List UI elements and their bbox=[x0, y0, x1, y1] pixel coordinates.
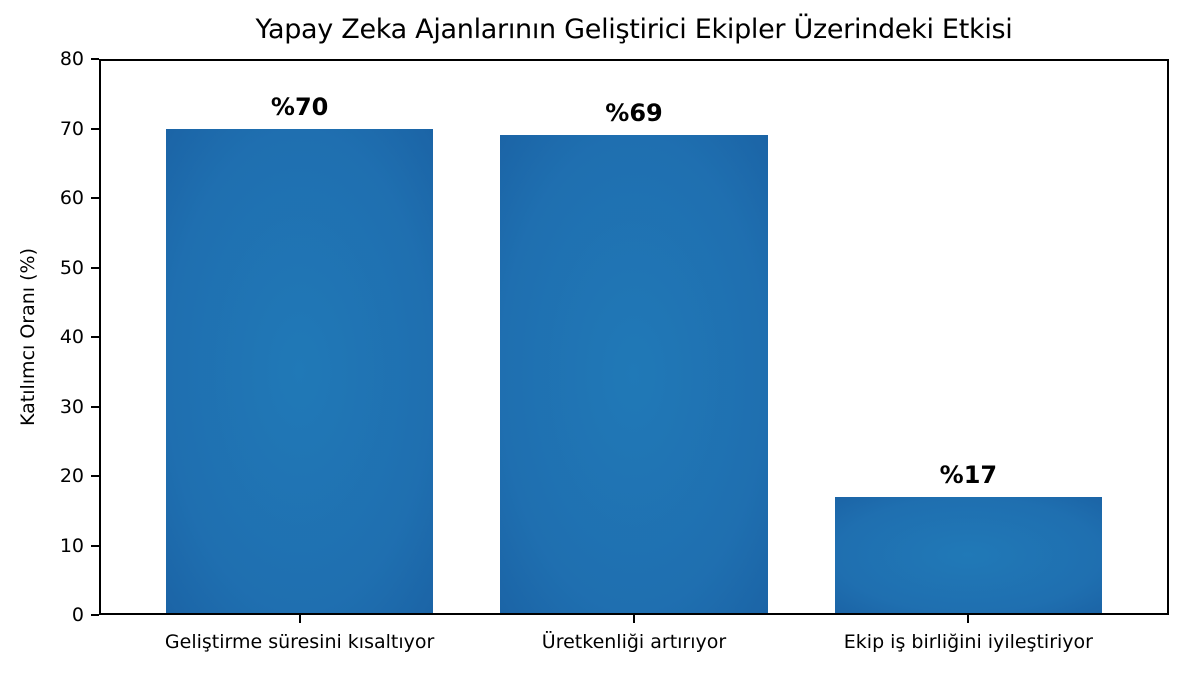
y-tick-label: 40 bbox=[59, 326, 84, 348]
y-tick-label: 60 bbox=[59, 187, 84, 209]
y-tick-mark bbox=[91, 127, 99, 130]
y-tick-mark bbox=[91, 614, 99, 616]
y-tick-mark bbox=[91, 58, 99, 60]
y-tick-label: 10 bbox=[59, 534, 84, 557]
x-tick-label: Üretkenliği artırıyor bbox=[541, 631, 727, 653]
chart-title: Yapay Zeka Ajanlarının Geliştirici Ekipl… bbox=[255, 14, 1013, 45]
bar bbox=[500, 135, 768, 613]
plot-area bbox=[99, 59, 1169, 615]
x-tick-mark bbox=[633, 615, 635, 623]
bar-value-label: %70 bbox=[270, 92, 329, 121]
y-tick-label: 70 bbox=[59, 117, 84, 140]
x-tick-label: Geliştirme süresini kısaltıyor bbox=[164, 631, 435, 653]
y-axis-label: Katılımcı Oranı (%) bbox=[17, 248, 39, 426]
y-tick-mark bbox=[91, 336, 99, 338]
bar bbox=[165, 128, 434, 613]
y-tick-label: 30 bbox=[59, 395, 84, 418]
x-tick-mark bbox=[298, 615, 301, 623]
x-tick-label: Ekip iş birliğini iyileştiriyor bbox=[843, 631, 1093, 653]
y-tick-label: 0 bbox=[71, 604, 84, 626]
y-tick-mark bbox=[91, 544, 99, 547]
y-tick-mark bbox=[91, 266, 99, 269]
bar-value-label: %17 bbox=[939, 460, 998, 489]
y-tick-label: 80 bbox=[59, 48, 84, 70]
bar bbox=[834, 496, 1103, 613]
y-tick-label: 20 bbox=[59, 465, 84, 487]
y-tick-mark bbox=[91, 475, 99, 477]
bar-value-label: %69 bbox=[605, 99, 663, 128]
y-tick-mark bbox=[91, 197, 99, 199]
x-tick-mark bbox=[967, 615, 970, 623]
y-tick-label: 50 bbox=[59, 256, 84, 279]
y-tick-mark bbox=[91, 405, 99, 408]
